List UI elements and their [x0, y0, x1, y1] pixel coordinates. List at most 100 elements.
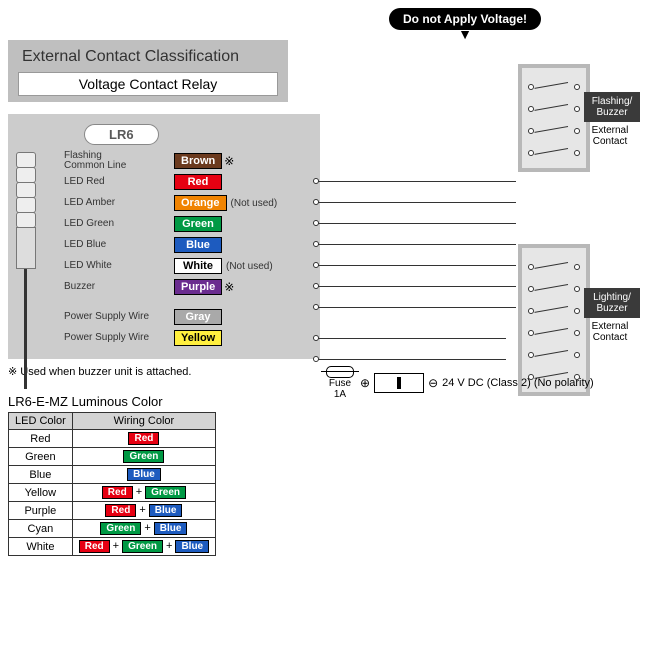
- wire-label: LED Green: [14, 219, 174, 229]
- color-chip: Green: [145, 486, 186, 499]
- classification-title: External Contact Classification: [18, 46, 278, 68]
- signal-tower-icon: [16, 152, 36, 389]
- wire-label: Power Supply Wire: [14, 312, 174, 322]
- relay-type: Voltage Contact Relay: [18, 72, 278, 96]
- switch-symbol: [526, 74, 582, 92]
- wire-row: BuzzerPurple※: [14, 277, 314, 297]
- arrow-down-icon: ▼: [288, 30, 642, 38]
- switch-symbol: [526, 320, 582, 338]
- col-led: LED Color: [9, 413, 73, 430]
- col-wiring: Wiring Color: [72, 413, 215, 430]
- switch-symbol: [526, 140, 582, 158]
- contact-label-flashing: Flashing/ Buzzer External Contact: [584, 92, 640, 147]
- wire-trace: [316, 181, 516, 182]
- wire-trace: [316, 307, 516, 308]
- table-row: CyanGreen+Blue: [9, 520, 216, 538]
- switch-symbol: [526, 96, 582, 114]
- led-color-cell: White: [9, 538, 73, 556]
- color-chip: Green: [122, 540, 163, 553]
- wiring-color-cell: Blue: [72, 466, 215, 484]
- terminal-node: [313, 241, 319, 247]
- polarity-minus-icon: ⊖: [428, 376, 438, 390]
- wire-trace: [316, 338, 506, 339]
- wire-label: LED White: [14, 261, 174, 271]
- fuse-symbol: Fuse 1A: [320, 366, 360, 400]
- table-row: YellowRed+Green: [9, 484, 216, 502]
- wire-panel: LR6 Flashing Common LineBrown※LED RedRed…: [8, 114, 320, 359]
- led-color-cell: Blue: [9, 466, 73, 484]
- color-chip: Red: [128, 432, 159, 445]
- terminal-node: [313, 335, 319, 341]
- table-row: PurpleRed+Blue: [9, 502, 216, 520]
- color-chip: Blue: [149, 504, 183, 517]
- power-spec: 24 V DC (Class 2) (No polarity): [442, 377, 594, 389]
- table-row: Green Green: [9, 448, 216, 466]
- wire-trace: [316, 286, 516, 287]
- wire-trace: [316, 202, 516, 203]
- wire-row: LED BlueBlue: [14, 235, 314, 255]
- wire-trace: [316, 244, 516, 245]
- terminal-node: [313, 199, 319, 205]
- model-pill: LR6: [84, 124, 159, 145]
- wiring-color-cell: Red+Green+Blue: [72, 538, 215, 556]
- switch-symbol: [526, 254, 582, 272]
- color-chip: Blue: [175, 540, 209, 553]
- wire-color-chip: Red: [174, 174, 222, 190]
- table-row: WhiteRed+Green+Blue: [9, 538, 216, 556]
- wire-row: LED RedRed: [14, 172, 314, 192]
- wire-color-chip: Yellow: [174, 330, 222, 346]
- power-row: Fuse 1A ⊕ ⊖ 24 V DC (Class 2) (No polari…: [316, 366, 594, 400]
- color-chip: Blue: [127, 468, 161, 481]
- led-color-cell: Green: [9, 448, 73, 466]
- switch-symbol: [526, 118, 582, 136]
- wire-label: LED Red: [14, 177, 174, 187]
- switch-symbol: [526, 298, 582, 316]
- wire-color-chip: White: [174, 258, 222, 274]
- wire-label: Buzzer: [14, 282, 174, 292]
- wire-note: (Not used): [226, 261, 273, 272]
- terminal-node: [313, 356, 319, 362]
- contact-box-flashing: [518, 64, 590, 172]
- wire-color-chip: Green: [174, 216, 222, 232]
- wire-label: Power Supply Wire: [14, 333, 174, 343]
- led-color-cell: Purple: [9, 502, 73, 520]
- table-row: Red Red: [9, 430, 216, 448]
- wiring-color-cell: Red+Blue: [72, 502, 215, 520]
- polarity-plus-icon: ⊕: [360, 376, 370, 390]
- wire-row: Power Supply WireYellow: [14, 328, 314, 348]
- color-chip: Red: [79, 540, 110, 553]
- terminal-node: [313, 220, 319, 226]
- wiring-color-cell: Red+Green: [72, 484, 215, 502]
- wire-note: (Not used): [231, 198, 278, 209]
- note-mark-icon: ※: [224, 154, 234, 168]
- wire-color-chip: Gray: [174, 309, 222, 325]
- wire-row: Flashing Common LineBrown※: [14, 151, 314, 171]
- color-chip: Red: [105, 504, 136, 517]
- terminal-node: [313, 178, 319, 184]
- battery-icon: [374, 373, 424, 393]
- color-chip: Blue: [154, 522, 188, 535]
- led-color-cell: Yellow: [9, 484, 73, 502]
- switch-symbol: [526, 276, 582, 294]
- wire-trace: [316, 265, 516, 266]
- terminal-node: [313, 283, 319, 289]
- wire-trace: [316, 359, 506, 360]
- contact-label-lighting: Lighting/ Buzzer External Contact: [584, 288, 640, 343]
- color-chip: Green: [123, 450, 164, 463]
- wire-label: LED Amber: [14, 198, 174, 208]
- wiring-color-cell: Green+Blue: [72, 520, 215, 538]
- wire-color-chip: Purple: [174, 279, 222, 295]
- wiring-color-cell: Green: [72, 448, 215, 466]
- wire-label: LED Blue: [14, 240, 174, 250]
- wire-color-chip: Blue: [174, 237, 222, 253]
- terminal-node: [313, 262, 319, 268]
- wire-row: LED WhiteWhite (Not used): [14, 256, 314, 276]
- wire-trace: [316, 223, 516, 224]
- wire-row: Power Supply WireGray: [14, 307, 314, 327]
- led-color-cell: Red: [9, 430, 73, 448]
- wiring-diagram: Do not Apply Voltage! ▼ External Contact…: [8, 8, 642, 378]
- table-row: Blue Blue: [9, 466, 216, 484]
- wire-row: LED AmberOrange(Not used): [14, 193, 314, 213]
- luminous-table: LED Color Wiring Color RedRedGreenGreenB…: [8, 412, 216, 556]
- wiring-color-cell: Red: [72, 430, 215, 448]
